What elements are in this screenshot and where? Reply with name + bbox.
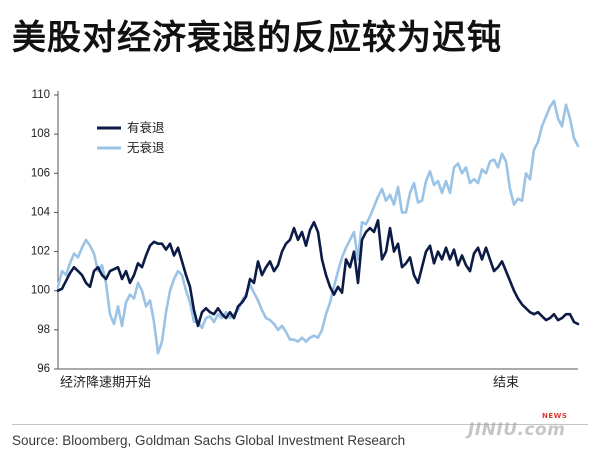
legend: 有衰退 无衰退 xyxy=(97,120,165,155)
y-tick-label: 104 xyxy=(31,206,51,218)
axes: 96 98 100 102 104 106 108 110 经济降速期开始 结束 xyxy=(31,89,578,390)
y-tick-label: 98 xyxy=(37,324,50,336)
y-tick-label: 110 xyxy=(32,89,50,101)
legend-label-recession: 有衰退 xyxy=(127,120,165,135)
watermark-text: JINIU.com xyxy=(468,420,566,440)
chart-title: 美股对经济衰退的反应较为迟钝 xyxy=(12,18,502,58)
watermark-logo: JINIU.com NEWS xyxy=(468,410,588,444)
series-line-no-recession xyxy=(56,99,580,355)
legend-label-no-recession: 无衰退 xyxy=(127,140,165,155)
y-tick-label: 108 xyxy=(31,128,50,140)
source-divider xyxy=(12,424,588,425)
watermark-badge: NEWS xyxy=(542,412,568,420)
x-tick-label: 经济降速期开始 xyxy=(60,375,151,390)
y-tick-label: 106 xyxy=(31,167,50,179)
y-tick-label: 100 xyxy=(31,285,50,297)
line-chart: 96 98 100 102 104 106 108 110 经济降速期开始 结束 有衰退 无衰退 xyxy=(31,89,580,390)
x-tick-label: 结束 xyxy=(493,375,519,390)
source-note: Source: Bloomberg, Goldman Sachs Global … xyxy=(12,433,406,448)
series-layer xyxy=(56,99,580,355)
y-tick-label: 96 xyxy=(37,363,50,375)
series-line-recession xyxy=(56,219,580,328)
y-tick-label: 102 xyxy=(31,246,50,258)
